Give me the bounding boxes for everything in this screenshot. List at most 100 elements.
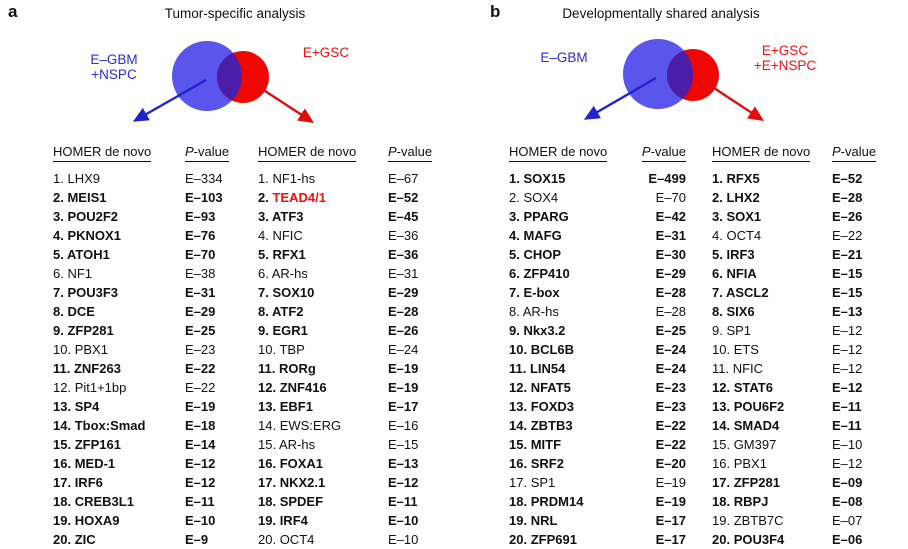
motif-rank: 6. <box>53 266 68 281</box>
motif-gene: POU3F3 <box>67 285 119 300</box>
motif-name: 4. MAFG <box>509 226 630 245</box>
table-header: HOMER de novo P-value <box>258 144 446 164</box>
motif-gene: CREB3L1 <box>74 494 134 509</box>
motif-row: 13. SP4 E–19 <box>53 397 243 416</box>
motif-row: 7. POU3F3 E–31 <box>53 283 243 302</box>
motif-rank: 14. <box>712 418 734 433</box>
motif-row: 20. OCT4 E–10 <box>258 530 446 549</box>
motif-rank: 12. <box>53 380 75 395</box>
motif-gene: LIN54 <box>529 361 566 376</box>
motif-row: 17. IRF6 E–12 <box>53 473 243 492</box>
p-value: E–24 <box>388 342 419 357</box>
motif-row: 11. NFIC E–12 <box>712 359 887 378</box>
p-value: E–23 <box>185 342 216 357</box>
motif-name: 3. ATF3 <box>258 207 388 226</box>
motif-rank: 2. <box>53 190 68 205</box>
motif-rank: 15. <box>712 437 734 452</box>
motif-name: 8. AR-hs <box>509 302 630 321</box>
motif-gene: FOXD3 <box>530 399 575 414</box>
p-value: E–29 <box>388 285 419 300</box>
motif-row: 10. BCL6B E–24 <box>509 340 686 359</box>
motif-name: 6. ZFP410 <box>509 264 630 283</box>
motif-rank: 3. <box>53 209 68 224</box>
motif-gene: Pit1+1bp <box>74 380 127 395</box>
motif-row: 17. NKX2.1 E–12 <box>258 473 446 492</box>
motif-rank: 15. <box>509 437 531 452</box>
motif-rank: 10. <box>53 342 75 357</box>
motif-gene: MED-1 <box>74 456 116 471</box>
motif-name: 2. MEIS1 <box>53 188 185 207</box>
motif-gene: STAT6 <box>733 380 773 395</box>
motif-gene: NFIC <box>732 361 764 376</box>
venn-b-left-label: E–GBM <box>522 50 606 65</box>
p-value: E–15 <box>388 437 419 452</box>
motif-row: 14. EWS:ERG E–16 <box>258 416 446 435</box>
motif-name: 18. SPDEF <box>258 492 388 511</box>
motif-gene: NKX2.1 <box>279 475 326 490</box>
p-value: E–12 <box>832 323 863 338</box>
motif-gene: ZFP410 <box>523 266 570 281</box>
motif-row: 12. STAT6 E–12 <box>712 378 887 397</box>
motif-row: 18. RBPJ E–08 <box>712 492 887 511</box>
motif-name: 7. ASCL2 <box>712 283 832 302</box>
p-value: E–70 <box>185 247 216 262</box>
motif-gene: SP4 <box>74 399 100 414</box>
p-value: E–11 <box>388 494 418 509</box>
motif-rank: 20. <box>509 532 531 547</box>
motif-gene: PBX1 <box>733 456 767 471</box>
motif-name: 11. ZNF263 <box>53 359 185 378</box>
motif-gene: PRDM14 <box>530 494 584 509</box>
motif-row: 4. PKNOX1 E–76 <box>53 226 243 245</box>
p-value: E–93 <box>185 209 216 224</box>
motif-row: 14. SMAD4 E–11 <box>712 416 887 435</box>
motif-row: 7. SOX10 E–29 <box>258 283 446 302</box>
table-header: HOMER de novo P-value <box>53 144 243 164</box>
p-value: E–13 <box>388 456 419 471</box>
p-value: E–334 <box>185 171 223 186</box>
motif-rank: 20. <box>258 532 280 547</box>
p-value: E–30 <box>655 247 686 262</box>
motif-row: 15. GM397 E–10 <box>712 435 887 454</box>
motif-row: 10. PBX1 E–23 <box>53 340 243 359</box>
motif-row: 1. LHX9 E–334 <box>53 169 243 188</box>
p-value: E–42 <box>655 209 686 224</box>
motif-row: 10. ETS E–12 <box>712 340 887 359</box>
motif-rank: 8. <box>258 304 272 319</box>
venn-diagrams <box>132 39 765 123</box>
table-rows: 1. SOX15 E–499 2. SOX4 E–70 3. PPARG E–42 4. M… <box>509 169 686 549</box>
p-value: E–18 <box>185 418 216 433</box>
motif-row: 15. MITF E–22 <box>509 435 686 454</box>
motif-gene: SOX15 <box>523 171 566 186</box>
p-value: E–12 <box>185 456 216 471</box>
motif-name: 20. ZFP691 <box>509 530 630 549</box>
venn-b-blue-arrow <box>583 76 657 120</box>
motif-rank: 1. <box>53 171 68 186</box>
motif-row: 6. AR-hs E–31 <box>258 264 446 283</box>
p-value: E–25 <box>185 323 216 338</box>
motif-row: 17. ZFP281 E–09 <box>712 473 887 492</box>
table-rows: 1. RFX5 E–52 2. LHX2 E–28 3. SOX1 E–26 4. OCT4… <box>712 169 887 549</box>
p-value: E–23 <box>655 399 686 414</box>
motif-gene: SOX4 <box>523 190 559 205</box>
motif-row: 3. PPARG E–42 <box>509 207 686 226</box>
motif-row: 6. ZFP410 E–29 <box>509 264 686 283</box>
motif-name: 18. RBPJ <box>712 492 832 511</box>
motif-rank: 20. <box>53 532 75 547</box>
table-a-specific-blue: HOMER de novo P-value 1. LHX9 E–334 2. MEI… <box>53 144 243 547</box>
venn-a-left-label-line1: E–GBM <box>90 52 138 67</box>
motif-gene: IRF6 <box>74 475 103 490</box>
motif-gene: PPARG <box>523 209 569 224</box>
p-value: E–13 <box>832 304 863 319</box>
motif-gene: EGR1 <box>272 323 308 338</box>
motif-name: 13. FOXD3 <box>509 397 630 416</box>
p-value: E–31 <box>388 266 419 281</box>
motif-name: 1. LHX9 <box>53 169 185 188</box>
motif-row: 10. TBP E–24 <box>258 340 446 359</box>
motif-row: 20. ZFP691 E–17 <box>509 530 686 549</box>
motif-rank: 14. <box>258 418 280 433</box>
p-value: E–12 <box>832 361 863 376</box>
motif-rank: 3. <box>509 209 524 224</box>
motif-name: 2. TEAD4/1 <box>258 188 388 207</box>
motif-gene: IRF4 <box>279 513 308 528</box>
venn-a-red-arrow <box>261 87 315 123</box>
